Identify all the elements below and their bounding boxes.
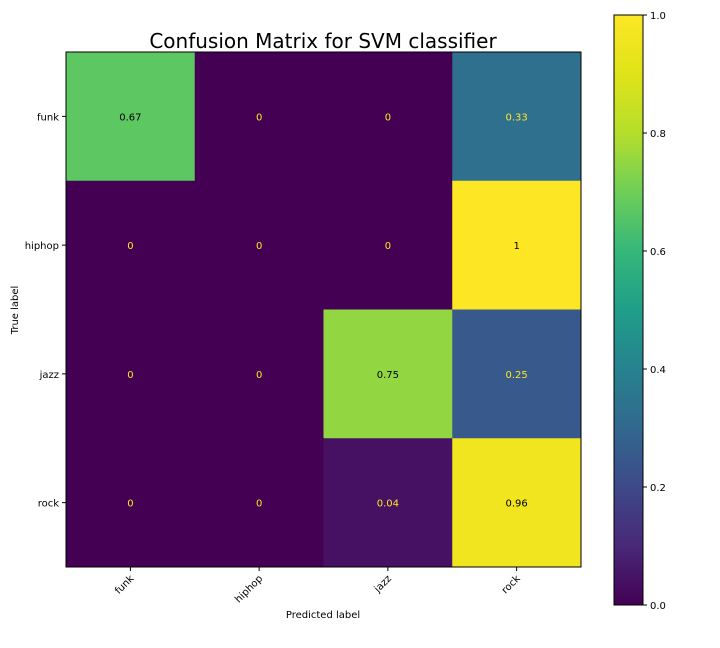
- cell-value-label: 0.75: [377, 370, 399, 381]
- y-tick-label: rock: [38, 499, 60, 510]
- y-tick-label: funk: [37, 112, 59, 123]
- heatmap-cell: [66, 438, 196, 568]
- heatmap-cells: [66, 52, 582, 568]
- cell-value-label: 0: [256, 112, 262, 123]
- cell-value-label: 0: [256, 241, 262, 252]
- heatmap-cell: [323, 52, 453, 182]
- heatmap-cell: [194, 309, 324, 439]
- heatmap-cell: [66, 180, 196, 310]
- cell-value-label: 0.67: [119, 112, 141, 123]
- colorbar-tick-label: 0.2: [650, 483, 666, 494]
- heatmap-cell: [66, 52, 196, 182]
- heatmap-cell: [452, 309, 582, 439]
- colorbar-tick-label: 0.6: [650, 247, 666, 258]
- cell-value-label: 0: [127, 370, 133, 381]
- y-tick-label: jazz: [39, 370, 59, 381]
- cell-value-label: 0: [385, 112, 391, 123]
- x-axis-label: Predicted label: [286, 610, 360, 621]
- heatmap-cell: [194, 52, 324, 182]
- x-tick-label: funk: [113, 573, 136, 596]
- cell-value-label: 1: [513, 241, 519, 252]
- heatmap-cell: [66, 309, 196, 439]
- heatmap-cell: [323, 309, 453, 439]
- colorbar-tick-label: 0.4: [650, 365, 666, 376]
- cell-value-label: 0.04: [377, 499, 399, 510]
- x-tick-label: hiphop: [233, 573, 265, 605]
- cell-value-label: 0: [385, 241, 391, 252]
- cell-value-label: 0: [256, 499, 262, 510]
- colorbar-tick-label: 0.0: [650, 601, 666, 612]
- cell-value-label: 0: [127, 499, 133, 510]
- heatmap-cell: [323, 180, 453, 310]
- colorbar-tick-label: 0.8: [650, 129, 666, 140]
- x-axis-ticks: funk hiphop jazz rock: [113, 567, 523, 605]
- cell-value-label: 0.96: [505, 499, 527, 510]
- colorbar-tick-label: 1.0: [650, 11, 666, 22]
- x-tick-label: rock: [500, 573, 523, 596]
- cell-value-label: 0.33: [505, 112, 527, 123]
- cell-value-labels: 0.67 0 0 0.33 0 0 0 1 0 0 0.75 0.25 0 0 0.04 0.96: [119, 112, 528, 509]
- heatmap-cell: [194, 180, 324, 310]
- y-axis-label: True label: [10, 286, 21, 336]
- cell-value-label: 0.25: [505, 370, 527, 381]
- x-tick-label: jazz: [372, 573, 394, 595]
- cell-value-label: 0: [256, 370, 262, 381]
- colorbar: [613, 14, 644, 606]
- heatmap-cell: [452, 438, 582, 568]
- heatmap-cell: [194, 438, 324, 568]
- heatmap-cell: [323, 438, 453, 568]
- cell-value-label: 0: [127, 241, 133, 252]
- y-tick-label: hiphop: [25, 241, 59, 252]
- heatmap-cell: [452, 180, 582, 310]
- heatmap-cell: [452, 52, 582, 182]
- chart-title: Confusion Matrix for SVM classifier: [149, 29, 497, 53]
- y-axis-ticks: funk hiphop jazz rock: [25, 112, 66, 510]
- colorbar-ticks: 0.0 0.2 0.4 0.6 0.8 1.0: [643, 11, 666, 612]
- plot-frame: [65, 51, 582, 568]
